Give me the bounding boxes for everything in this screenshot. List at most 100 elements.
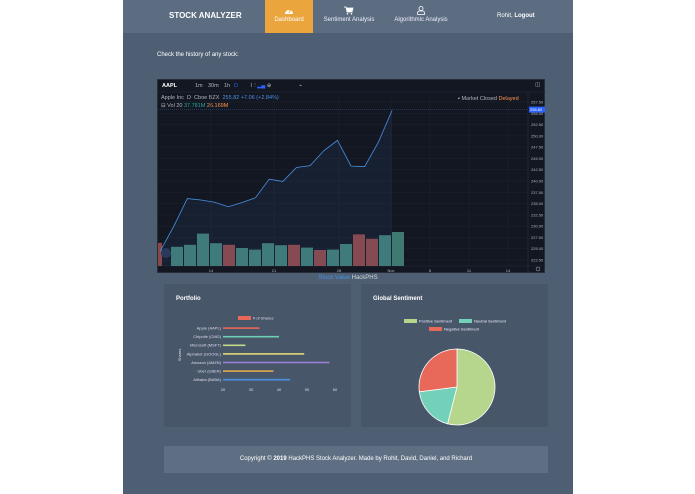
price-chart: 257.50 255.00 252.50 250.00 247.50 245.00 242.…	[158, 91, 546, 274]
caption-text: HackPHS	[349, 275, 378, 281]
navbar: STOCK ANALYZER Dashboard Sentiment Analy…	[123, 0, 573, 33]
cart-icon	[344, 6, 354, 15]
interval-d[interactable]: D	[234, 83, 238, 89]
stock-value-link[interactable]: Stock Value	[318, 275, 350, 281]
nav-dashboard[interactable]: Dashboard	[265, 0, 313, 33]
price-tag	[529, 106, 545, 113]
x-tick-label: 20	[221, 387, 226, 392]
settings-icon	[535, 266, 541, 272]
logout-link[interactable]: Logout	[514, 13, 535, 19]
y-tick-label: 252.50	[531, 122, 544, 127]
page: STOCK ANALYZER Dashboard Sentiment Analy…	[123, 0, 573, 494]
vol-value-1: 37.781M	[183, 103, 206, 109]
bar	[223, 378, 291, 381]
y-axis-label: Shares	[177, 349, 182, 362]
x-tick-label: 11	[467, 268, 472, 273]
y-tick-label: 242.50	[531, 167, 544, 172]
category-label: Chipotle (CMG)	[193, 334, 221, 339]
volume-bar	[288, 244, 300, 266]
footer: Copyright © 2019 HackPHS Stock Analyzer.…	[164, 446, 548, 473]
tradingview-logo-icon	[161, 248, 171, 258]
price-tag-label: 255.82	[530, 107, 543, 112]
brand-logo[interactable]: STOCK ANALYZER	[169, 11, 242, 20]
nav-sentiment-analysis[interactable]: Sentiment Analysis	[316, 0, 382, 33]
user-icon	[417, 6, 425, 15]
volume-bar	[236, 248, 248, 266]
y-tick-label: 237.50	[531, 190, 544, 195]
price-line	[159, 110, 393, 252]
portfolio-title: Portfolio	[176, 296, 201, 302]
category-label: Uber (UBER)	[197, 369, 221, 374]
stock-chart-widget[interactable]: AAPL 1m 30m 1h D ⌇ ⫶ ▂▄ ⊕ ⌁ ◫ Apple Inc …	[157, 79, 546, 274]
category-label: Alphabet (GOOGL)	[187, 351, 222, 356]
x-tick-label: 60	[333, 387, 338, 392]
y-tick-label: 235.00	[531, 201, 544, 206]
category-label: Alibaba (BABA)	[193, 377, 221, 382]
bar-style-icon[interactable]: ⌇ ⫶ ▂▄ ⊕	[250, 83, 272, 89]
chart-caption: Stock Value HackPHS	[123, 275, 573, 281]
sentiment-card: Global Sentiment Positive Sentiment Neutr…	[361, 284, 548, 427]
y-tick-label: 257.50	[531, 100, 544, 105]
legend-swatch	[459, 319, 472, 323]
delayed-label: Delayed	[498, 96, 519, 102]
bar	[223, 370, 274, 372]
category-label: Microsoft (MSFT)	[190, 343, 222, 348]
x-tick-label: 40	[277, 387, 282, 392]
legend-label: Positive Sentiment	[419, 319, 453, 324]
y-tick-label: 225.00	[531, 246, 544, 251]
x-tick-label: 50	[305, 387, 310, 392]
market-closed: Market Closed	[461, 96, 497, 102]
footer-prefix: Copyright ©	[239, 456, 274, 462]
y-tick-label: 230.00	[531, 224, 544, 229]
nav-algorithmic-analysis[interactable]: Algorithmic Analysis	[387, 0, 455, 33]
legend-change: +7.06 (+2.84%)	[240, 95, 279, 101]
legend-swatch	[429, 327, 442, 331]
x-tick-label: 28	[337, 268, 342, 273]
legend-label: Negative Sentiment	[444, 327, 480, 332]
volume-bar	[301, 247, 313, 266]
pie-slice	[447, 348, 496, 426]
volume-bar	[392, 232, 404, 266]
legend-price: 255.82	[222, 95, 240, 101]
interval-1h[interactable]: 1h	[224, 83, 231, 89]
vol-value-2: 26.169M	[206, 103, 229, 109]
market-status: ▪ Market Closed Delayed	[458, 96, 519, 102]
volume-bar	[327, 249, 339, 266]
y-tick-label: 227.50	[531, 235, 544, 240]
volume-bar	[184, 244, 196, 266]
x-tick-label: 21	[272, 268, 277, 273]
nav-label: Algorithmic Analysis	[394, 17, 448, 23]
y-tick-label: 232.50	[531, 212, 544, 217]
interval-1m[interactable]: 1m	[195, 83, 203, 89]
bar	[223, 361, 330, 364]
y-tick-label: 245.00	[531, 156, 544, 161]
y-tick-label: 240.00	[531, 179, 544, 184]
volume-bar	[249, 249, 261, 266]
portfolio-card: Portfolio # of Shares Apple (AAPL) Chipotl…	[164, 284, 351, 427]
category-label: Amazon (AMZN)	[191, 360, 221, 365]
bar	[223, 353, 305, 355]
symbol[interactable]: AAPL	[162, 83, 177, 89]
price-area	[160, 110, 392, 266]
interval-30m[interactable]: 30m	[208, 83, 219, 89]
y-tick-label: 247.50	[531, 145, 544, 150]
x-tick-label: 6	[429, 268, 432, 273]
compare-icon[interactable]: ⌁	[299, 83, 303, 89]
volume-bar	[379, 235, 391, 266]
y-tick-label: 250.00	[531, 133, 544, 138]
footer-year: 2019	[273, 456, 287, 462]
sentiment-title: Global Sentiment	[373, 296, 423, 302]
nav-label: Dashboard	[274, 17, 304, 23]
x-tick-label: 14	[209, 268, 214, 273]
legend-label: # of Shares	[253, 316, 273, 321]
bar	[223, 335, 279, 338]
legend-exchange: Cboe BZX	[194, 95, 220, 101]
volume-bar	[223, 244, 235, 266]
legend-line: Apple Inc D Cboe BZX 255.82 +7.06 (+2.84…	[161, 95, 279, 101]
user-menu: Rohit, Logout	[497, 13, 535, 19]
y-tick-label: 255.00	[531, 111, 544, 116]
camera-icon[interactable]: ◫	[535, 82, 541, 88]
legend-label: Neutral Sentiment	[474, 319, 507, 324]
pie-slice	[418, 348, 458, 393]
volume-bar	[262, 243, 274, 266]
